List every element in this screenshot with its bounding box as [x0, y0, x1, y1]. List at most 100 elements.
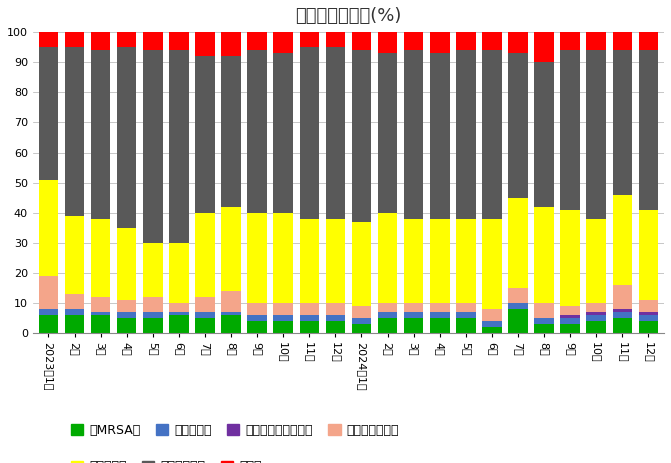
- Bar: [195, 312, 215, 318]
- Bar: [534, 62, 554, 207]
- Bar: [143, 50, 162, 243]
- Bar: [613, 285, 632, 309]
- Bar: [248, 213, 267, 303]
- Bar: [404, 32, 423, 50]
- Bar: [91, 315, 111, 333]
- Bar: [143, 32, 162, 50]
- Bar: [117, 300, 136, 312]
- Bar: [560, 315, 580, 318]
- Bar: [248, 321, 267, 333]
- Bar: [221, 32, 241, 56]
- Bar: [534, 318, 554, 324]
- Bar: [221, 312, 241, 315]
- Bar: [456, 312, 476, 318]
- Bar: [65, 47, 85, 216]
- Bar: [65, 294, 85, 309]
- Bar: [378, 32, 397, 53]
- Bar: [221, 291, 241, 312]
- Bar: [404, 50, 423, 219]
- Bar: [195, 32, 215, 56]
- Title: 系統別使用状況(%): 系統別使用状況(%): [295, 7, 402, 25]
- Bar: [325, 47, 345, 219]
- Bar: [65, 216, 85, 294]
- Bar: [299, 303, 319, 315]
- Bar: [143, 312, 162, 318]
- Bar: [404, 303, 423, 312]
- Bar: [39, 32, 58, 47]
- Bar: [274, 315, 293, 321]
- Bar: [274, 32, 293, 53]
- Bar: [117, 228, 136, 300]
- Bar: [352, 318, 371, 324]
- Bar: [560, 324, 580, 333]
- Bar: [169, 32, 189, 50]
- Bar: [248, 50, 267, 213]
- Bar: [404, 318, 423, 333]
- Bar: [508, 303, 528, 309]
- Bar: [169, 50, 189, 243]
- Bar: [482, 32, 502, 50]
- Bar: [482, 219, 502, 309]
- Bar: [39, 180, 58, 276]
- Bar: [221, 207, 241, 291]
- Bar: [352, 32, 371, 50]
- Bar: [299, 47, 319, 219]
- Bar: [39, 315, 58, 333]
- Bar: [195, 213, 215, 297]
- Bar: [456, 219, 476, 303]
- Bar: [639, 32, 658, 50]
- Bar: [39, 47, 58, 180]
- Bar: [325, 303, 345, 315]
- Bar: [613, 309, 632, 312]
- Bar: [378, 213, 397, 303]
- Bar: [586, 315, 606, 321]
- Bar: [586, 321, 606, 333]
- Bar: [274, 213, 293, 303]
- Bar: [352, 222, 371, 306]
- Bar: [117, 32, 136, 47]
- Bar: [39, 309, 58, 315]
- Bar: [378, 53, 397, 213]
- Bar: [404, 219, 423, 303]
- Bar: [325, 219, 345, 303]
- Bar: [195, 318, 215, 333]
- Bar: [560, 210, 580, 306]
- Bar: [91, 32, 111, 50]
- Legend: セフェム系, ペニシリン系, その他: セフェム系, ペニシリン系, その他: [70, 460, 262, 463]
- Bar: [378, 312, 397, 318]
- Bar: [65, 309, 85, 315]
- Bar: [91, 50, 111, 219]
- Bar: [613, 195, 632, 285]
- Bar: [430, 219, 450, 303]
- Bar: [482, 309, 502, 321]
- Bar: [65, 315, 85, 333]
- Bar: [586, 219, 606, 303]
- Bar: [586, 312, 606, 315]
- Bar: [482, 50, 502, 219]
- Bar: [508, 198, 528, 288]
- Bar: [404, 312, 423, 318]
- Bar: [248, 315, 267, 321]
- Bar: [613, 312, 632, 318]
- Bar: [221, 56, 241, 207]
- Bar: [534, 207, 554, 303]
- Bar: [586, 303, 606, 312]
- Bar: [65, 32, 85, 47]
- Bar: [91, 219, 111, 297]
- Bar: [352, 324, 371, 333]
- Bar: [508, 288, 528, 303]
- Bar: [639, 50, 658, 210]
- Bar: [248, 32, 267, 50]
- Bar: [195, 297, 215, 312]
- Bar: [560, 318, 580, 324]
- Bar: [299, 321, 319, 333]
- Bar: [639, 321, 658, 333]
- Bar: [169, 243, 189, 303]
- Bar: [639, 315, 658, 321]
- Bar: [639, 210, 658, 300]
- Bar: [534, 303, 554, 318]
- Bar: [613, 318, 632, 333]
- Bar: [143, 297, 162, 312]
- Bar: [274, 53, 293, 213]
- Bar: [169, 312, 189, 315]
